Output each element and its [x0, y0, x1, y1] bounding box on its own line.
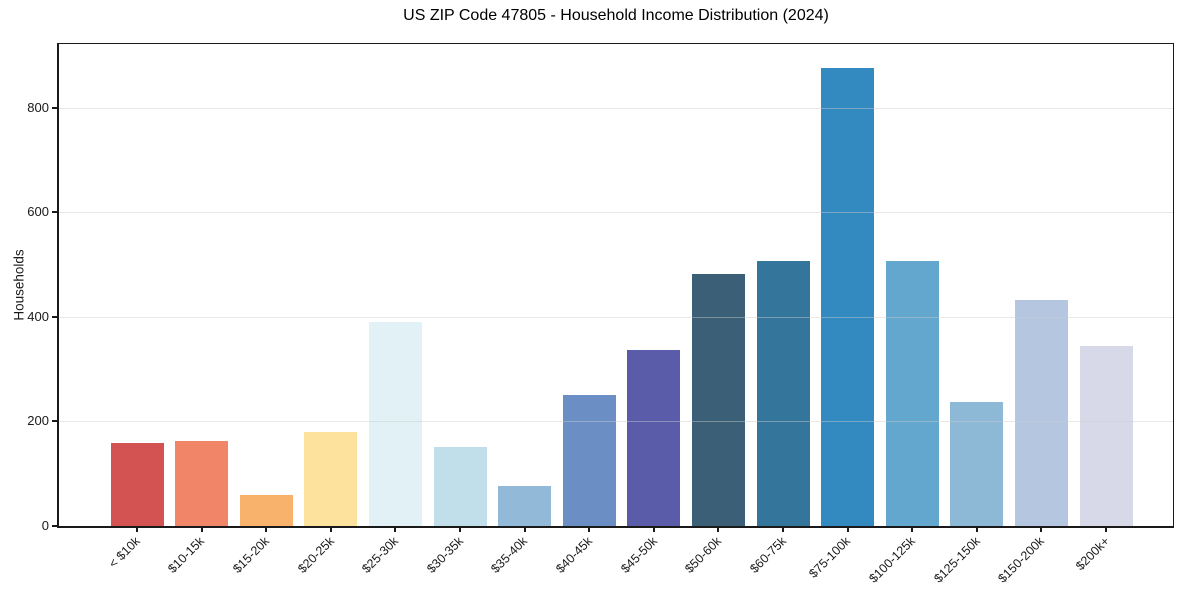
y-tick-label-800: 800 — [27, 99, 49, 115]
x-tick-label-text: $15-20k — [230, 534, 273, 576]
x-tick-label-text: $150-200k — [995, 534, 1048, 586]
bar-$200k+ — [1079, 346, 1133, 526]
bar-$30-35k — [433, 447, 487, 526]
x-tick-$50-60k — [717, 527, 720, 532]
bar-$35-40k — [498, 486, 552, 526]
x-tick-$125-150k — [975, 527, 978, 532]
x-tick-label-text: $20-25k — [294, 534, 337, 576]
x-tick-$20-25k — [329, 527, 332, 532]
gridline-y-600 — [59, 212, 1173, 214]
x-tick-label-text: $125-150k — [931, 534, 983, 586]
bar-$150-200k — [1014, 300, 1068, 526]
x-tick-label-text: $50-60k — [682, 534, 725, 576]
x-tick-< $10k — [136, 527, 138, 532]
x-tick-$200k+ — [1105, 527, 1107, 532]
x-tick-label-text: $40-45k — [553, 534, 596, 576]
x-tick-$30-35k — [459, 527, 461, 532]
bar-$20-25k — [304, 432, 358, 526]
chart-title: US ZIP Code 47805 - Household Income Dis… — [403, 7, 829, 24]
bar-$50-60k — [691, 274, 745, 526]
x-tick-$150-200k — [1040, 527, 1043, 532]
x-tick-label-text: $30-35k — [424, 534, 466, 576]
x-tick-$45-50k — [652, 527, 655, 532]
y-tick-600 — [52, 211, 57, 214]
x-tick-$60-75k — [782, 527, 784, 532]
y-tick-label-200: 200 — [27, 413, 49, 429]
x-tick-$15-20k — [265, 527, 268, 532]
bar-$100-125k — [885, 261, 939, 526]
bar-$10-15k — [175, 441, 229, 526]
y-tick-200 — [52, 420, 57, 423]
y-tick-label-600: 600 — [27, 204, 49, 220]
y-tick-label-400: 400 — [27, 308, 49, 324]
x-tick-$10-15k — [200, 527, 203, 532]
x-tick-label-text: $25-30k — [359, 534, 402, 576]
x-tick-label-text: $60-75k — [747, 534, 789, 576]
x-tick-$75-100k — [846, 527, 849, 532]
x-tick-label-text: $75-100k — [806, 534, 854, 581]
gridline-y-400 — [59, 316, 1173, 318]
bar-$45-50k — [627, 350, 681, 526]
x-tick-$35-40k — [523, 527, 526, 532]
bar-$40-45k — [562, 395, 616, 526]
x-tick-label-text: $200k+ — [1072, 534, 1112, 574]
y-tick-label-0: 0 — [41, 518, 49, 533]
bar-< $10k — [110, 443, 164, 526]
gridline-y-800 — [59, 107, 1173, 109]
gridline-y-200 — [59, 421, 1173, 423]
x-tick-$40-45k — [588, 527, 591, 532]
bar-$75-100k — [821, 68, 875, 526]
plot-area — [57, 43, 1174, 528]
x-tick-label-text: $10-15k — [165, 534, 208, 576]
y-tick-800 — [52, 106, 57, 109]
x-tick-label-text: $35-40k — [488, 534, 531, 576]
x-tick-label-text: $45-50k — [617, 534, 660, 576]
x-tick-$100-125k — [911, 527, 914, 532]
x-tick-$25-30k — [394, 527, 397, 532]
bar-$15-20k — [239, 495, 293, 526]
x-tick-label-text: < $10k — [106, 534, 143, 571]
y-tick-0 — [52, 525, 57, 527]
bar-$60-75k — [756, 261, 810, 526]
x-tick-label-text: $100-125k — [866, 534, 919, 586]
y-tick-400 — [52, 315, 57, 318]
bar-$125-150k — [950, 402, 1004, 526]
bar-$25-30k — [368, 322, 422, 526]
